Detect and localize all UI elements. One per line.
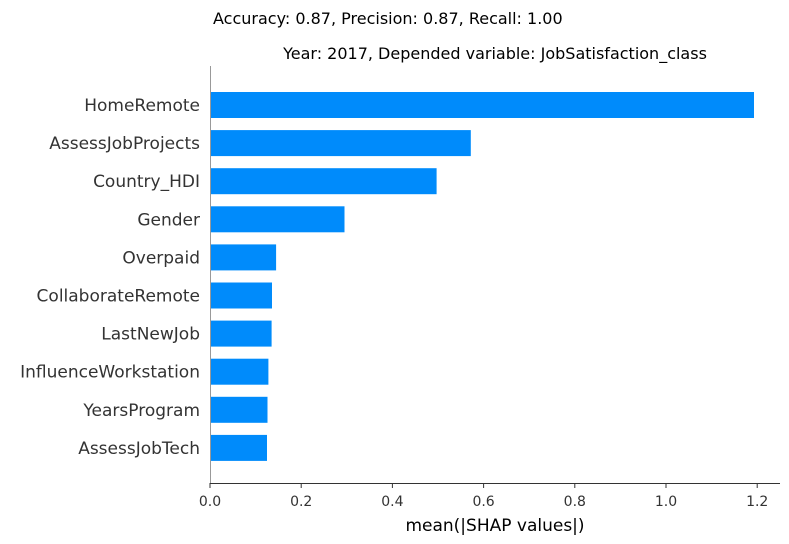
x-tick-label: 1.2 xyxy=(746,494,768,510)
category-label: LastNewJob xyxy=(101,325,200,345)
x-tick-label: 0.8 xyxy=(564,494,586,510)
x-tick-label: 0.0 xyxy=(199,494,221,510)
category-label: CollaborateRemote xyxy=(37,287,200,307)
chart-title: Year: 2017, Depended variable: JobSatisf… xyxy=(282,44,707,64)
x-axis-label: mean(|SHAP values|) xyxy=(405,516,584,536)
bar-yearsprogram xyxy=(210,396,268,423)
bar-lastnewjob xyxy=(210,320,272,347)
x-tick-label: 0.6 xyxy=(472,494,494,510)
category-label: InfluenceWorkstation xyxy=(20,363,200,383)
category-labels: HomeRemote AssessJobProjects Country_HDI Ge… xyxy=(20,96,200,459)
category-label: AssessJobProjects xyxy=(49,134,200,154)
bar-assessjobprojects xyxy=(210,130,471,157)
bar-country-hdi xyxy=(210,168,437,195)
x-tick-label: 0.4 xyxy=(381,494,403,510)
bar-overpaid xyxy=(210,244,277,271)
x-tick-label: 1.0 xyxy=(655,494,677,510)
category-label: YearsProgram xyxy=(82,401,200,421)
metrics-suptitle: Accuracy: 0.87, Precision: 0.87, Recall:… xyxy=(213,9,563,28)
category-label: HomeRemote xyxy=(84,96,200,116)
bar-gender xyxy=(210,206,345,233)
category-label: Gender xyxy=(137,210,200,230)
category-label: Country_HDI xyxy=(93,172,200,192)
x-tick-label: 0.2 xyxy=(290,494,312,510)
bar-influenceworkstation xyxy=(210,358,269,385)
bar-homeremote xyxy=(210,92,754,118)
category-label: AssessJobTech xyxy=(78,439,200,459)
x-ticks: 0.0 0.2 0.4 0.6 0.8 1.0 1.2 xyxy=(199,483,768,510)
bar-collaborateremote xyxy=(210,282,272,309)
category-label: Overpaid xyxy=(122,248,200,268)
bars-layer xyxy=(210,92,754,461)
bar-assessjobtech xyxy=(210,434,267,461)
